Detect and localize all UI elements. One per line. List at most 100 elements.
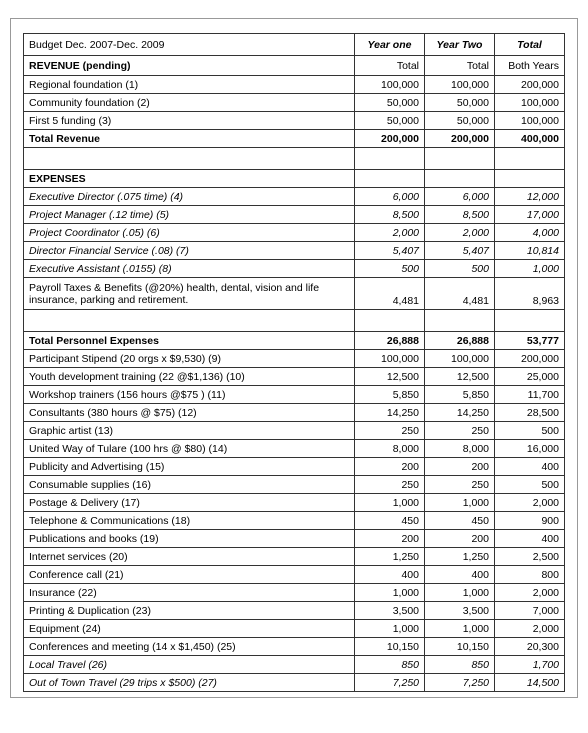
gap-row-2 — [24, 310, 565, 332]
revenue-item-0-y1: 100,000 — [355, 76, 425, 94]
expense-item-9: Telephone & Communications (18)450450900 — [24, 512, 565, 530]
expense-item-3-label: Consultants (380 hours @ $75) (12) — [24, 404, 355, 422]
expense-item-5-t: 16,000 — [495, 440, 565, 458]
revenue-heading-row: REVENUE (pending) Total Total Both Years — [24, 56, 565, 76]
expense-item-14-t: 7,000 — [495, 602, 565, 620]
col-year-one: Year one — [355, 34, 425, 56]
expense-item-12: Conference call (21)400400800 — [24, 566, 565, 584]
expense-item-18: Out of Town Travel (29 trips x $500) (27… — [24, 674, 565, 692]
expense-item-18-y2: 7,250 — [425, 674, 495, 692]
expense-item-15-label: Equipment (24) — [24, 620, 355, 638]
expense-item-3: Consultants (380 hours @ $75) (12)14,250… — [24, 404, 565, 422]
revenue-sub2: Total — [425, 56, 495, 76]
expense-item-6-label: Publicity and Advertising (15) — [24, 458, 355, 476]
expense-item-8-t: 2,000 — [495, 494, 565, 512]
title-cell: Budget Dec. 2007-Dec. 2009 — [24, 34, 355, 56]
expense-item-2-label: Workshop trainers (156 hours @$75 ) (11) — [24, 386, 355, 404]
revenue-item-2-y1: 50,000 — [355, 112, 425, 130]
expense-item-6-y2: 200 — [425, 458, 495, 476]
expense-item-5-y1: 8,000 — [355, 440, 425, 458]
revenue-item-2: First 5 funding (3)50,00050,000100,000 — [24, 112, 565, 130]
expense-item-15-y1: 1,000 — [355, 620, 425, 638]
expense-item-7-y1: 250 — [355, 476, 425, 494]
expense-item-11-y2: 1,250 — [425, 548, 495, 566]
expense-item-10-label: Publications and books (19) — [24, 530, 355, 548]
expense-item-16: Conferences and meeting (14 x $1,450) (2… — [24, 638, 565, 656]
revenue-sub3: Both Years — [495, 56, 565, 76]
expense-item-9-y2: 450 — [425, 512, 495, 530]
total-revenue-row: Total Revenue 200,000 200,000 400,000 — [24, 130, 565, 148]
revenue-item-1-y1: 50,000 — [355, 94, 425, 112]
expense-item-3-y1: 14,250 — [355, 404, 425, 422]
expense-item-12-t: 800 — [495, 566, 565, 584]
expense-item-14-y2: 3,500 — [425, 602, 495, 620]
expense-item-2-y1: 5,850 — [355, 386, 425, 404]
revenue-item-1-label: Community foundation (2) — [24, 94, 355, 112]
personnel-item-2-y2: 2,000 — [425, 224, 495, 242]
expense-item-14: Printing & Duplication (23)3,5003,5007,0… — [24, 602, 565, 620]
personnel-item-0-t: 12,000 — [495, 188, 565, 206]
personnel-item-1-t: 17,000 — [495, 206, 565, 224]
col-total: Total — [495, 34, 565, 56]
expense-item-4: Graphic artist (13)250250500 — [24, 422, 565, 440]
expense-item-0-label: Participant Stipend (20 orgs x $9,530) (… — [24, 350, 355, 368]
expense-item-5-label: United Way of Tulare (100 hrs @ $80) (14… — [24, 440, 355, 458]
personnel-item-1-y2: 8,500 — [425, 206, 495, 224]
expense-item-12-y1: 400 — [355, 566, 425, 584]
revenue-heading: REVENUE (pending) — [24, 56, 355, 76]
expense-item-13-t: 2,000 — [495, 584, 565, 602]
payroll-y2: 4,481 — [425, 278, 495, 310]
expense-item-1-y2: 12,500 — [425, 368, 495, 386]
expense-item-11-t: 2,500 — [495, 548, 565, 566]
expense-item-7: Consumable supplies (16)250250500 — [24, 476, 565, 494]
col-year-two: Year Two — [425, 34, 495, 56]
expense-item-11-y1: 1,250 — [355, 548, 425, 566]
revenue-item-0-label: Regional foundation (1) — [24, 76, 355, 94]
payroll-y1: 4,481 — [355, 278, 425, 310]
expense-item-9-t: 900 — [495, 512, 565, 530]
expense-item-17-y1: 850 — [355, 656, 425, 674]
expense-item-2-t: 11,700 — [495, 386, 565, 404]
expense-item-13: Insurance (22)1,0001,0002,000 — [24, 584, 565, 602]
expense-item-16-label: Conferences and meeting (14 x $1,450) (2… — [24, 638, 355, 656]
expense-item-1-label: Youth development training (22 @$1,136) … — [24, 368, 355, 386]
expense-item-8: Postage & Delivery (17)1,0001,0002,000 — [24, 494, 565, 512]
expense-item-7-y2: 250 — [425, 476, 495, 494]
expense-item-17-y2: 850 — [425, 656, 495, 674]
personnel-item-4-label: Executive Assistant (.0155) (8) — [24, 260, 355, 278]
revenue-sub1: Total — [355, 56, 425, 76]
expense-item-6-t: 400 — [495, 458, 565, 476]
personnel-item-0-y1: 6,000 — [355, 188, 425, 206]
personnel-total-row: Total Personnel Expenses 26,888 26,888 5… — [24, 332, 565, 350]
revenue-item-1-t: 100,000 — [495, 94, 565, 112]
expense-item-15-t: 2,000 — [495, 620, 565, 638]
expense-item-1-t: 25,000 — [495, 368, 565, 386]
personnel-item-4: Executive Assistant (.0155) (8)5005001,0… — [24, 260, 565, 278]
personnel-item-4-y2: 500 — [425, 260, 495, 278]
revenue-item-0: Regional foundation (1)100,000100,000200… — [24, 76, 565, 94]
gap-row — [24, 148, 565, 170]
personnel-item-0-label: Executive Director (.075 time) (4) — [24, 188, 355, 206]
personnel-item-4-y1: 500 — [355, 260, 425, 278]
revenue-item-1-y2: 50,000 — [425, 94, 495, 112]
payroll-label: Payroll Taxes & Benefits (@20%) health, … — [24, 278, 355, 310]
expense-item-6-y1: 200 — [355, 458, 425, 476]
total-revenue-label: Total Revenue — [24, 130, 355, 148]
expense-item-18-label: Out of Town Travel (29 trips x $500) (27… — [24, 674, 355, 692]
personnel-total-label: Total Personnel Expenses — [24, 332, 355, 350]
expense-item-4-y2: 250 — [425, 422, 495, 440]
expense-item-11: Internet services (20)1,2501,2502,500 — [24, 548, 565, 566]
expense-item-2: Workshop trainers (156 hours @$75 ) (11)… — [24, 386, 565, 404]
expense-item-5: United Way of Tulare (100 hrs @ $80) (14… — [24, 440, 565, 458]
personnel-total-y1: 26,888 — [355, 332, 425, 350]
expense-item-14-label: Printing & Duplication (23) — [24, 602, 355, 620]
revenue-item-2-t: 100,000 — [495, 112, 565, 130]
expense-item-8-label: Postage & Delivery (17) — [24, 494, 355, 512]
expense-item-4-label: Graphic artist (13) — [24, 422, 355, 440]
expense-item-4-y1: 250 — [355, 422, 425, 440]
expense-item-9-label: Telephone & Communications (18) — [24, 512, 355, 530]
expense-item-13-label: Insurance (22) — [24, 584, 355, 602]
budget-table: Budget Dec. 2007-Dec. 2009 Year one Year… — [23, 33, 565, 692]
expenses-heading-row: EXPENSES — [24, 170, 565, 188]
revenue-item-2-y2: 50,000 — [425, 112, 495, 130]
